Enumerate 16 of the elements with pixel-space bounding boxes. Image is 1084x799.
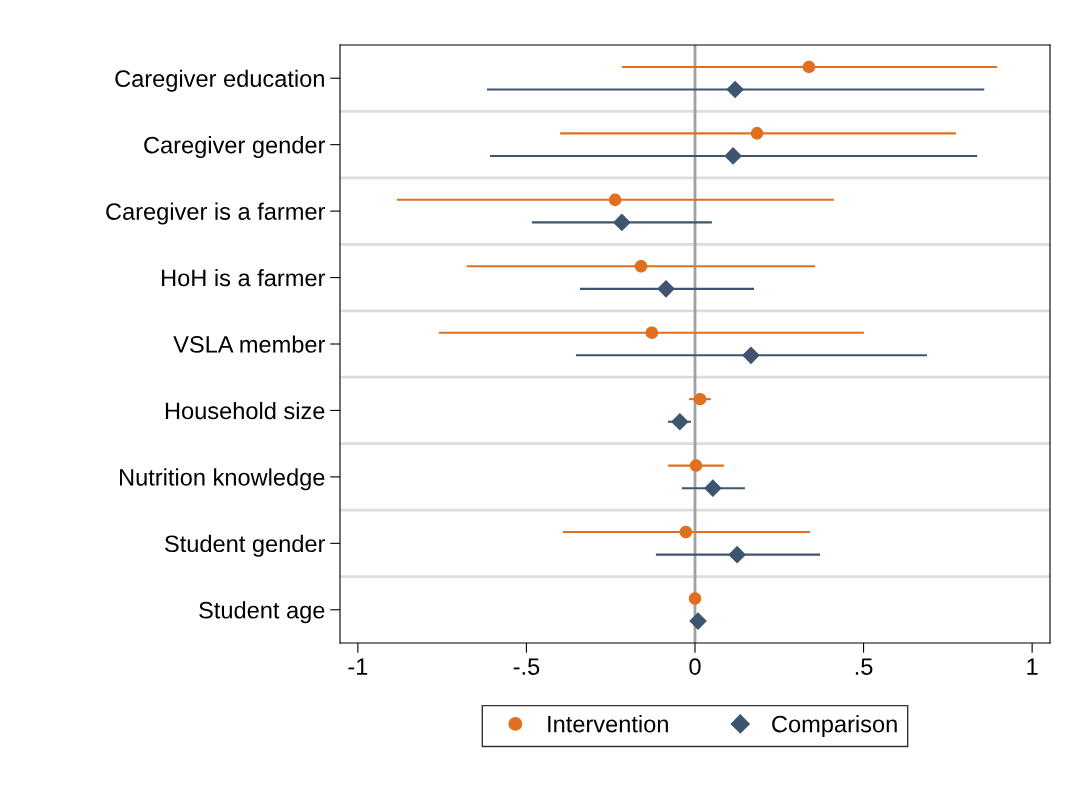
y-tick-label: VSLA member [173,335,326,353]
y-tick-label: Student age [199,601,325,624]
x-tick-label: .5 [855,658,873,675]
x-tick-label: 1 [1027,658,1038,675]
y-tick-label: Caregiver is a farmer [106,202,326,225]
x-tick-label: -1 [348,658,368,675]
y-tick-label: Nutrition knowledge [120,468,325,491]
y-tick-label: Caregiver education [115,69,324,92]
x-tick-label: -.5 [513,658,540,675]
y-tick-label: Student gender [165,534,326,557]
legend-label: Comparison [772,715,897,738]
y-tick-label: Household size [165,401,325,420]
legend-label: Intervention [548,715,668,733]
x-tick-label: 0 [689,658,701,675]
y-tick-label: Caregiver gender [144,136,326,159]
y-tick-label: HoH is a farmer [162,269,326,287]
